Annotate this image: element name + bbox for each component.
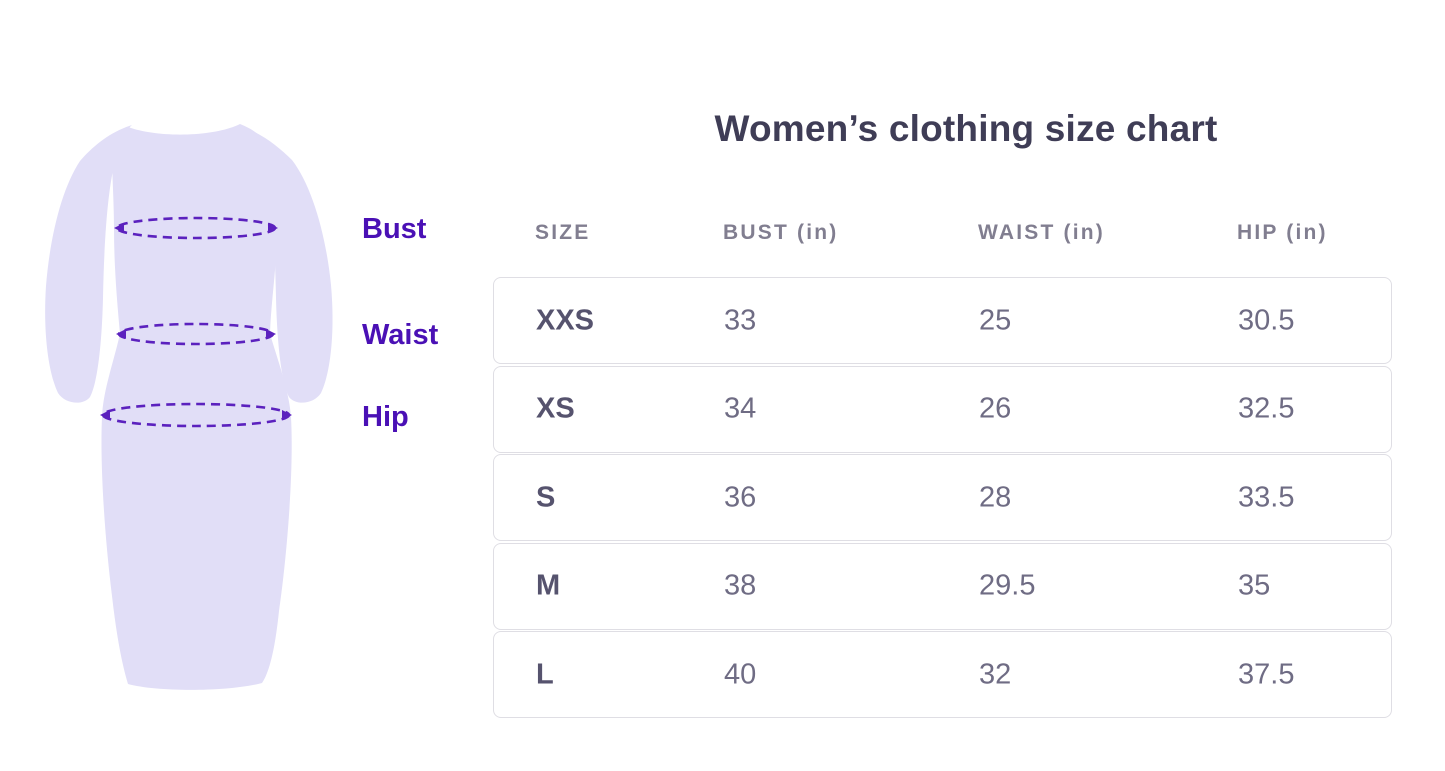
- dress-sleeve-left: [45, 125, 132, 403]
- cell-size: L: [536, 658, 554, 690]
- cell-bust: 36: [724, 481, 757, 513]
- cell-waist: 28: [979, 481, 1012, 513]
- table-row-l: L 40 32 37.5: [493, 631, 1392, 718]
- dress-silhouette: [45, 124, 333, 690]
- cell-size: M: [536, 569, 561, 602]
- cell-hip: 30.5: [1238, 304, 1295, 336]
- dress-sleeve-right: [238, 125, 333, 403]
- cell-bust: 38: [724, 569, 757, 602]
- cell-size: XS: [536, 392, 575, 425]
- cell-size: XXS: [536, 304, 595, 336]
- table-row-xs: XS 34 26 32.5: [493, 365, 1392, 453]
- column-header-waist: WAIST (in): [978, 221, 1105, 244]
- cell-waist: 29.5: [979, 569, 1036, 602]
- table-row-m: M 38 29.5 35: [493, 542, 1392, 630]
- waist-label: Waist: [362, 319, 439, 351]
- cell-hip: 37.5: [1238, 658, 1295, 690]
- table-row-xxs: XXS 33 25 30.5: [493, 277, 1392, 364]
- hip-label: Hip: [362, 401, 409, 433]
- size-table: SIZE BUST (in) WAIST (in) HIP (in) XXS 3…: [493, 218, 1392, 720]
- cell-bust: 33: [724, 304, 757, 336]
- cell-hip: 35: [1238, 569, 1271, 602]
- cell-waist: 25: [979, 304, 1012, 336]
- column-header-hip: HIP (in): [1237, 221, 1328, 244]
- table-row-s: S 36 28 33.5: [493, 454, 1392, 541]
- cell-waist: 26: [979, 392, 1012, 425]
- page-title: Women’s clothing size chart: [714, 108, 1218, 149]
- column-header-size: SIZE: [535, 221, 591, 244]
- dress-body: [101, 124, 292, 690]
- cell-bust: 40: [724, 658, 757, 690]
- cell-bust: 34: [724, 392, 757, 425]
- cell-hip: 32.5: [1238, 392, 1295, 425]
- dress-figure: [45, 124, 333, 690]
- bust-label: Bust: [362, 213, 427, 245]
- measure-arrow-tips: [100, 223, 292, 420]
- cell-waist: 32: [979, 658, 1012, 690]
- cell-hip: 33.5: [1238, 481, 1295, 513]
- table-header-row: SIZE BUST (in) WAIST (in) HIP (in): [493, 218, 1392, 277]
- column-header-bust: BUST (in): [723, 221, 839, 244]
- cell-size: S: [536, 481, 556, 513]
